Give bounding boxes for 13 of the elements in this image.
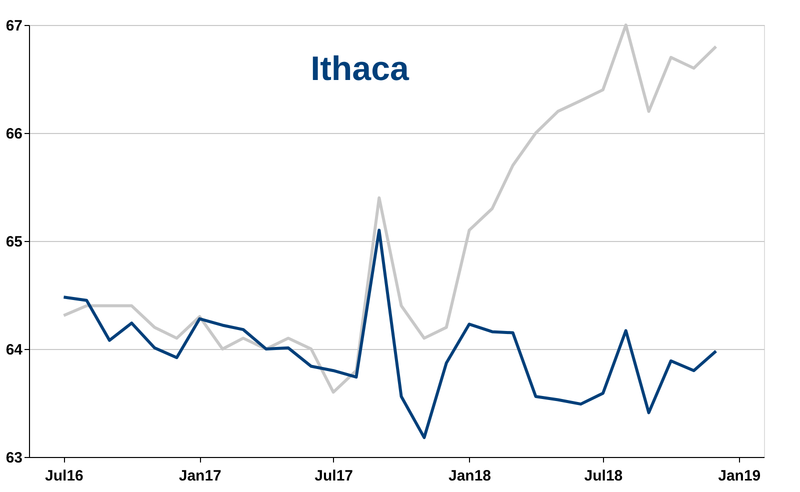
x-tick-label: Jul18 xyxy=(584,468,623,484)
line-series xyxy=(62,228,718,440)
x-tick-label: Jan18 xyxy=(448,468,492,484)
y-tick-label: 67 xyxy=(6,18,22,34)
y-tick-label: 63 xyxy=(6,450,22,466)
x-tick-label: Jan19 xyxy=(718,468,761,484)
y-tick-label: 65 xyxy=(6,234,22,250)
x-tick-label: Jul16 xyxy=(45,468,84,484)
x-tick-label: Jan17 xyxy=(178,468,222,484)
y-tick-label: 66 xyxy=(6,126,22,142)
text: Ithaca xyxy=(310,50,410,88)
y-tick-label: 64 xyxy=(6,342,24,358)
x-tick-label: Jul17 xyxy=(314,468,354,484)
